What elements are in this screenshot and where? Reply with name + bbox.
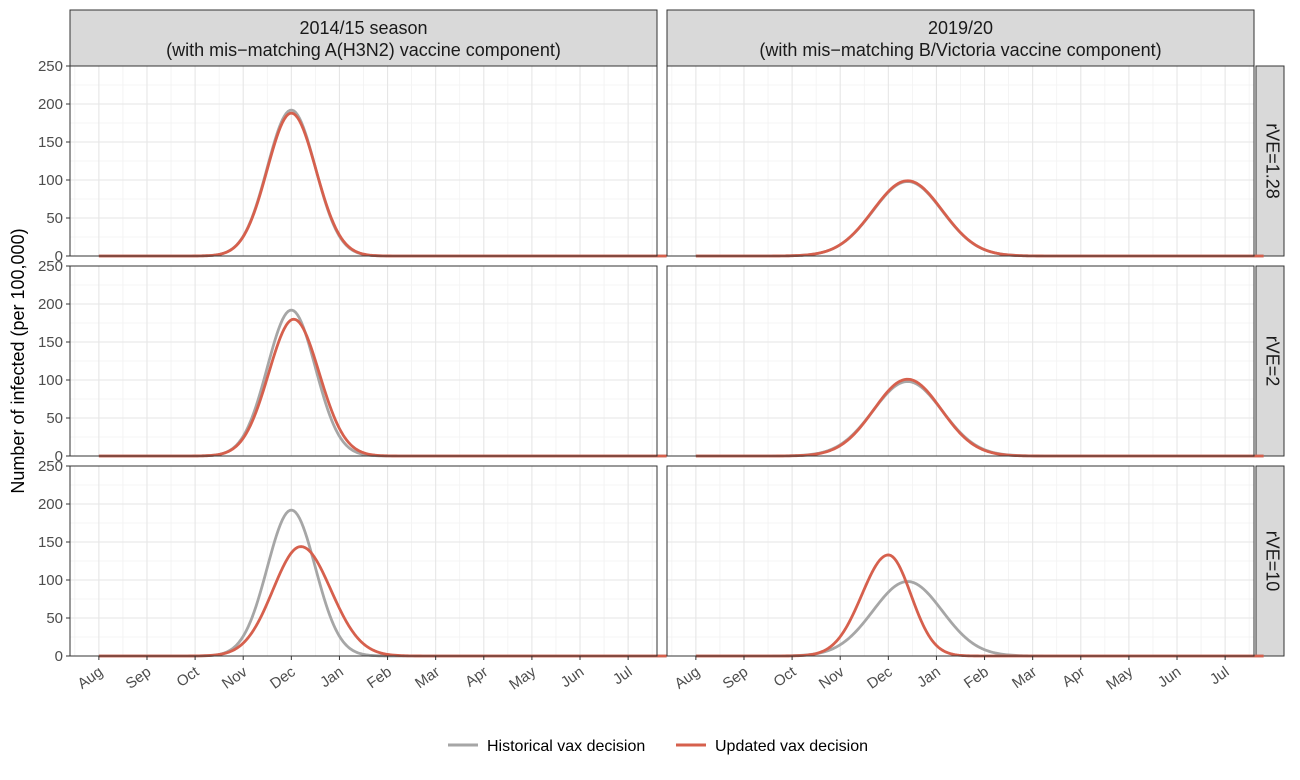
facet-column-strip	[69, 9, 658, 67]
y-tick-label: 100	[38, 172, 63, 189]
facet-column-title: 2019/20	[928, 18, 993, 38]
panel: Aug Sep Oct Nov Dec Jan Feb Mar Apr May Jun Jul	[666, 465, 1264, 694]
x-tick-label: Jul	[1207, 663, 1232, 688]
y-tick-label: 250	[38, 258, 63, 275]
x-tick-label: Mar	[412, 663, 443, 692]
legend-label: Updated vax decision	[715, 738, 868, 755]
y-tick-label: 250	[38, 458, 63, 475]
x-tick-label: Dec	[267, 663, 299, 693]
y-tick-label: 0	[55, 448, 63, 465]
panel: 0 50 100 150 200 250 Aug Sep Oct Nov Dec Jan Feb Mar A…	[38, 458, 667, 694]
panel: 0 50 100 150 200 250	[38, 258, 667, 465]
panel-border	[69, 465, 658, 657]
facet-column-subtitle: (with mis−matching A(H3N2) vaccine compo…	[166, 40, 561, 60]
y-tick-label: 50	[46, 210, 63, 227]
panel-border	[666, 65, 1255, 257]
legend-label: Historical vax decision	[487, 738, 645, 755]
x-tick-label: Aug	[672, 663, 704, 692]
x-tick-label: Oct	[174, 663, 204, 691]
x-tick-label: May	[506, 663, 539, 693]
y-axis-title: Number of infected (per 100,000)	[8, 228, 28, 493]
x-tick-label: Jul	[610, 663, 635, 688]
y-tick-label: 250	[38, 58, 63, 75]
facet-column-strip	[666, 9, 1255, 67]
x-tick-label: Feb	[364, 663, 395, 692]
x-tick-label: Feb	[961, 663, 992, 692]
y-tick-label: 0	[55, 648, 63, 665]
y-tick-label: 150	[38, 334, 63, 351]
y-tick-label: 200	[38, 496, 63, 513]
panel	[666, 65, 1264, 258]
x-tick-label: Aug	[75, 663, 107, 692]
y-tick-label: 200	[38, 96, 63, 113]
y-tick-label: 150	[38, 534, 63, 551]
facet-row-label: rVE=10	[1262, 531, 1282, 592]
legend: Historical vax decision Updated vax decis…	[448, 738, 868, 755]
y-tick-label: 100	[38, 572, 63, 589]
y-tick-label: 50	[46, 610, 63, 627]
facet-row-strip	[1255, 465, 1285, 657]
x-tick-label: Mar	[1009, 663, 1040, 692]
x-tick-label: Jun	[558, 663, 588, 691]
panel-border	[69, 65, 658, 257]
x-tick-label: Jun	[1155, 663, 1185, 691]
facet-column-subtitle: (with mis−matching B/Victoria vaccine co…	[759, 40, 1161, 60]
facet-row-strip	[1255, 65, 1285, 257]
facet-row-label: rVE=1.28	[1262, 123, 1282, 199]
x-tick-label: May	[1103, 663, 1136, 693]
panel-border	[666, 265, 1255, 457]
panel	[666, 265, 1264, 458]
facet-column-title: 2014/15 season	[299, 18, 427, 38]
x-tick-label: Apr	[1059, 663, 1088, 690]
facet-row-strip	[1255, 265, 1285, 457]
panel-border	[69, 265, 658, 457]
y-tick-label: 0	[55, 248, 63, 265]
x-tick-label: Sep	[123, 663, 155, 692]
y-tick-label: 200	[38, 296, 63, 313]
y-tick-label: 50	[46, 410, 63, 427]
y-tick-label: 150	[38, 134, 63, 151]
x-tick-label: Nov	[219, 663, 251, 693]
x-tick-label: Jan	[317, 663, 347, 691]
panel: 0 50 100 150 200 250	[38, 58, 667, 265]
facet-row-label: rVE=2	[1262, 336, 1282, 387]
panel-border	[666, 465, 1255, 657]
x-tick-label: Jan	[914, 663, 944, 691]
x-tick-label: Sep	[720, 663, 752, 692]
y-tick-label: 100	[38, 372, 63, 389]
x-tick-label: Apr	[462, 663, 491, 690]
x-tick-label: Nov	[816, 663, 848, 693]
x-tick-label: Oct	[771, 663, 801, 691]
x-tick-label: Dec	[864, 663, 896, 693]
